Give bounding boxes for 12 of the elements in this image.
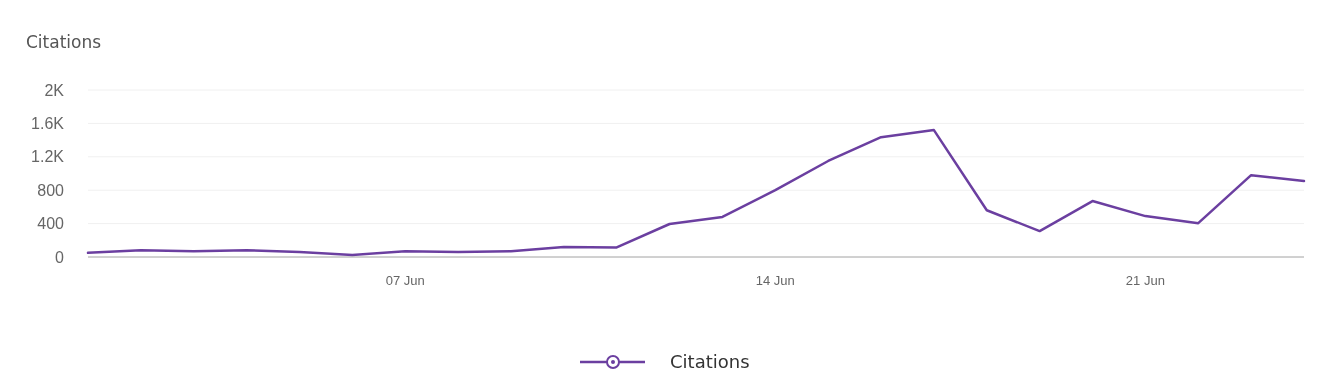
x-tick-label: 07 Jun: [385, 273, 425, 288]
x-tick-label: 14 Jun: [755, 273, 795, 288]
chart-title: Citations: [26, 32, 102, 52]
y-tick-label: 1.6K: [31, 115, 65, 132]
legend-label: Citations: [670, 351, 750, 373]
y-tick-label: 2K: [44, 81, 65, 99]
y-tick-label: 0: [55, 248, 65, 266]
y-tick-label: 400: [37, 215, 65, 233]
x-tick-label: 21 Jun: [1125, 273, 1165, 288]
y-tick-label: 1.2K: [31, 148, 65, 166]
y-tick-label: 800: [37, 181, 65, 199]
line-series: [86, 128, 1306, 257]
